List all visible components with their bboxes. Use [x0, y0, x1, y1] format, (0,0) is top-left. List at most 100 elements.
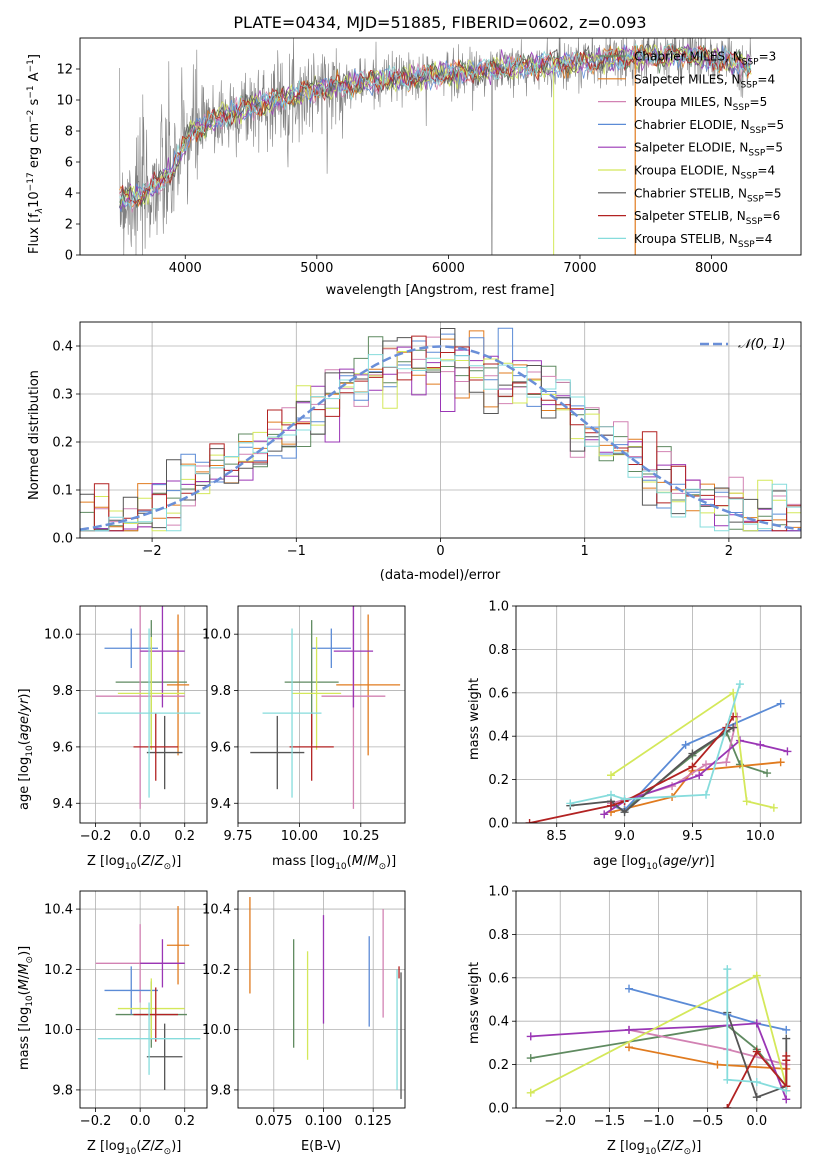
- y-tick-label: 10.0: [44, 628, 73, 643]
- x-tick-label: −1.0: [643, 1114, 675, 1129]
- y-tick-label: 4: [65, 187, 73, 202]
- series-line-ce: [610, 702, 781, 812]
- x-axis-label: Z [log10(Z/Z⊙)]: [87, 1139, 181, 1157]
- x-tick-label: 0.0: [130, 1114, 151, 1129]
- y-tick-label: 0.0: [52, 532, 73, 547]
- x-tick-label: 4000: [169, 261, 202, 276]
- x-axis-label: age [log10(age/yr)]: [593, 854, 715, 872]
- series-line-se: [603, 739, 788, 816]
- series-marker-cs: [688, 749, 697, 758]
- x-tick-label: −2.0: [544, 1114, 576, 1129]
- x-tick-label: 0: [436, 544, 444, 559]
- mass-weight-vs-age-panel: 8.5 9.0 9.5 10.0 0.0 0.2 0.4 0.6 0.8 1.0: [488, 600, 802, 844]
- axes-frame: [515, 890, 802, 1109]
- series-marker-sm: [713, 1060, 722, 1069]
- x-tick-label: 2: [725, 544, 733, 559]
- series-marker-sm: [625, 1043, 634, 1052]
- series-marker-se: [756, 740, 765, 749]
- series-marker-ke: [769, 803, 778, 812]
- y-tick-label: 9.8: [210, 1083, 231, 1098]
- figure-title: PLATE=0434, MJD=51885, FIBERID=0602, z=0…: [233, 13, 646, 32]
- x-tick-label: 0.100: [305, 1114, 342, 1129]
- x-tick-label: 1: [581, 544, 589, 559]
- y-tick-label: 12: [56, 63, 73, 78]
- y-tick-label: 10.0: [202, 628, 231, 643]
- x-tick-label: 0.125: [355, 1114, 392, 1129]
- y-axis-label: mass [log10(M/M⊙)]: [17, 946, 35, 1070]
- series-marker-se: [752, 1019, 761, 1028]
- x-axis-label: E(B-V): [301, 1139, 341, 1154]
- mass-vs-extinction-panel-plot: [249, 897, 402, 1099]
- series-marker-ks: [723, 1075, 732, 1084]
- y-axis-label: Flux [fλ10−17 erg cm−2 s−1 A−1]: [26, 54, 45, 254]
- model-spectrum-ke: [119, 44, 752, 205]
- series-marker-ce: [681, 740, 690, 749]
- mass-vs-metallicity-panel: −0.2 0.0 0.2 9.8 10.0 10.2 10.4: [44, 890, 208, 1129]
- series-marker-ce: [776, 699, 785, 708]
- axes-frame: [515, 605, 802, 824]
- x-axis-label: Z [log10(Z/Z⊙)]: [87, 854, 181, 872]
- x-tick-label: −0.5: [692, 1114, 724, 1129]
- series-marker-ke: [526, 1088, 535, 1097]
- x-tick-label: 0.2: [174, 829, 195, 844]
- y-tick-label: 9.8: [52, 1083, 73, 1098]
- series-marker-ke: [752, 971, 761, 980]
- spectrum-panel: 4000 5000 6000 7000 8000 0 2 4 6 8 10 12: [56, 37, 802, 276]
- chart-layer: 4000 5000 6000 7000 8000024681012wavelength …: [17, 37, 802, 1157]
- model-spectrum-ks: [119, 43, 752, 211]
- x-tick-label: 9.5: [682, 829, 703, 844]
- x-axis-label: mass [log10(M/M⊙)]: [272, 854, 396, 872]
- axes-frame: [237, 890, 406, 1109]
- x-tick-label: −1.5: [594, 1114, 626, 1129]
- x-axis-label: (data-model)/error: [380, 568, 501, 583]
- mass-weight-vs-metallicity-panel: −2.0 −1.5 −1.0 −0.5 0.0 0.0 0.2 0.4 0.6 0.8 1.0: [488, 885, 802, 1129]
- series-marker-ke: [607, 771, 615, 780]
- y-tick-label: 1.0: [488, 600, 509, 615]
- series-marker-ss: [752, 1047, 761, 1056]
- legend-label-cs: Chabrier STELIB, NSSP=5: [634, 186, 782, 204]
- y-tick-label: 0.6: [488, 686, 509, 701]
- x-tick-label: −2: [143, 544, 162, 559]
- axes-frame: [79, 321, 802, 539]
- x-tick-label: 10.00: [281, 829, 318, 844]
- y-tick-label: 9.4: [210, 797, 231, 812]
- series-marker-se: [600, 810, 609, 819]
- series-line-ke: [610, 691, 775, 809]
- x-tick-label: −0.2: [80, 1114, 112, 1129]
- y-tick-label: 2: [65, 218, 73, 233]
- y-tick-label: 6: [65, 156, 73, 171]
- y-tick-label: 10.0: [202, 1023, 231, 1038]
- legend-label-sm: Salpeter MILES, NSSP=4: [634, 72, 775, 90]
- mass-vs-extinction-panel: 0.075 0.100 0.125 9.8 10.0 10.2 10.4: [202, 890, 406, 1129]
- age-vs-metallicity-panel-plot: [95, 606, 201, 809]
- x-axis-label: Z [log10(Z/Z⊙)]: [607, 1139, 701, 1157]
- series-marker-km: [702, 760, 710, 769]
- y-tick-label: 10.2: [202, 963, 231, 978]
- y-tick-label: 9.8: [210, 684, 231, 699]
- y-tick-label: 0.4: [488, 730, 509, 745]
- age-vs-metallicity-panel: −0.2 0.0 0.2 9.4 9.6 9.8 10.0: [44, 605, 208, 844]
- series-marker-ce: [625, 984, 634, 993]
- spectrum-panel-plot: [119, 38, 752, 255]
- x-tick-label: 5000: [300, 261, 333, 276]
- series-marker-ss: [723, 1104, 732, 1108]
- histogram-ks: [80, 354, 801, 532]
- series-marker-se: [782, 1095, 791, 1104]
- x-tick-label: −0.2: [80, 829, 112, 844]
- series-marker-cs: [620, 808, 629, 817]
- y-axis-label: mass weight: [467, 962, 482, 1044]
- x-tick-label: 8.5: [546, 829, 567, 844]
- series-marker-ke: [729, 688, 738, 697]
- y-tick-label: 9.6: [210, 740, 231, 755]
- series-marker-se: [526, 1032, 535, 1041]
- y-tick-label: 0.4: [52, 340, 73, 355]
- series-marker-ks: [702, 790, 710, 799]
- legend-label-se: Salpeter ELODIE, NSSP=5: [634, 141, 783, 159]
- y-tick-label: 0: [65, 249, 73, 264]
- series-marker-ke: [742, 797, 751, 806]
- series-marker-ss: [782, 1056, 791, 1065]
- y-tick-label: 10: [56, 94, 73, 109]
- x-tick-label: 9.0: [614, 829, 635, 844]
- series-marker-ks: [723, 965, 732, 974]
